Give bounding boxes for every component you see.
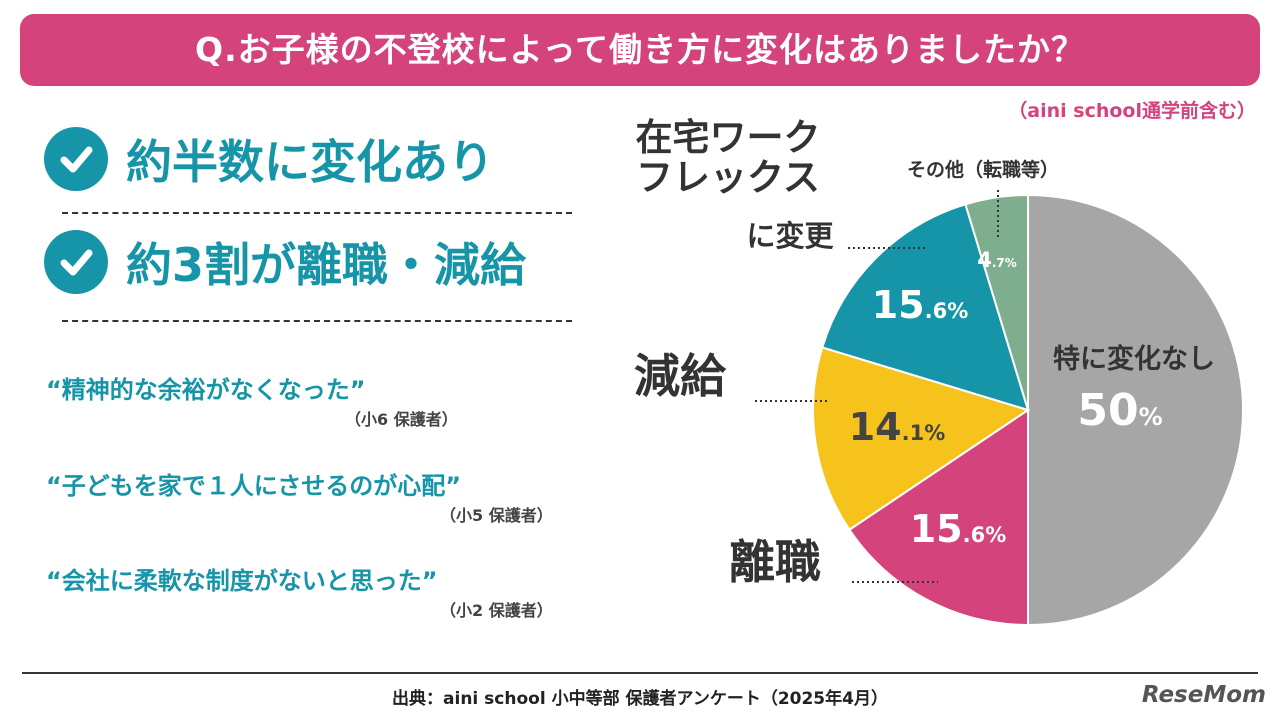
highlight-2: 約3割が離職・減給 (44, 227, 526, 297)
footer-divider (22, 672, 1258, 674)
pie-slice (1027, 193, 1244, 627)
highlight-1: 約半数に変化あり (44, 124, 494, 194)
pie-slice (812, 346, 1031, 532)
pie-slice (964, 193, 1029, 411)
source-text: 出典：aini school 小中等部 保護者アンケート（2025年4月） (392, 689, 888, 709)
slice-callout-label: その他（転職等） (907, 158, 1059, 181)
page-title: Q.お子様の不登校によって働き方に変化はありましたか？ (195, 30, 1085, 69)
quote-1: “精神的な余裕がなくなった” (46, 376, 366, 404)
quote-attribution-3: （小2 保護者） (440, 601, 553, 620)
quote-3: “会社に柔軟な制度がないと思った” (46, 567, 438, 595)
slice-value-label: 15.6% (910, 507, 1007, 551)
divider (62, 212, 572, 214)
title-banner: Q.お子様の不登校によって働き方に変化はありましたか？ (20, 14, 1260, 86)
slice-callout-label: 減給 (634, 349, 727, 403)
slice-value-label: 14.1% (849, 405, 946, 449)
survey-note: （aini school通学前含む） (1008, 100, 1256, 122)
quote-2: “子どもを家で１人にさせるのが心配” (46, 472, 462, 500)
quote-attribution-2: （小5 保護者） (440, 506, 553, 525)
slice-callout-label: 離職 (729, 535, 821, 589)
slice-callout-label: 在宅ワークフレックスに変更 (636, 116, 835, 253)
slice-category-label: 特に変化なし (1053, 343, 1215, 375)
pie-slice (821, 203, 1030, 412)
quote-attribution-1: （小6 保護者） (345, 410, 458, 429)
slice-value-label: 4.7% (977, 248, 1017, 272)
check-icon (44, 127, 108, 191)
resemom-logo: ReseMom (1141, 682, 1266, 708)
slice-value-label: 50% (1077, 385, 1162, 436)
highlight-text: 約3割が離職・減給 (126, 238, 527, 292)
divider (62, 320, 572, 322)
highlight-text: 約半数に変化あり (126, 135, 494, 189)
pie-slice (848, 408, 1029, 627)
slice-value-label: 15.6% (872, 283, 969, 327)
check-icon (44, 230, 108, 294)
